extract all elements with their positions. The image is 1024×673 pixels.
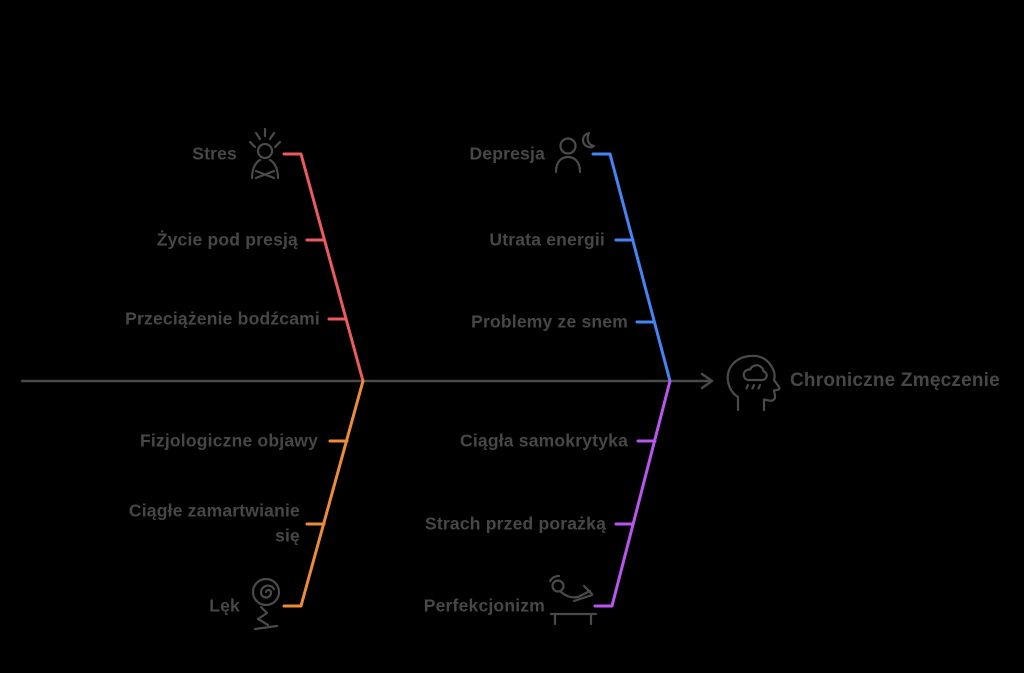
head-rain-cloud-icon: [726, 354, 781, 412]
person-desk-icon: [548, 574, 598, 626]
branch-top-right: [591, 152, 672, 383]
cause-lek: Lęk: [209, 595, 240, 616]
arrow-right-icon: [700, 372, 714, 390]
cause-problemy-ze-snem: Problemy ze snem: [471, 311, 628, 332]
effect-title: Chroniczne Zmęczenie: [790, 370, 1000, 392]
spine-line: [20, 372, 714, 390]
cause-fizjologiczne-objawy: Fizjologiczne objawy: [139, 430, 318, 451]
cause-przeciazenie-bodzcami: Przeciążenie bodźcami: [125, 308, 320, 329]
cause-utrata-energii: Utrata energii: [489, 229, 605, 250]
stressed-person-icon: [248, 127, 282, 180]
branch-top-left: [282, 152, 365, 383]
cause-ciagle-zamartwianie-sie: Ciągłe zamartwianie się: [128, 500, 300, 546]
anxious-face-icon: [251, 577, 281, 631]
cause-stres: Stres: [192, 143, 237, 164]
cause-perfekcjonizm: Perfekcjonizm: [423, 595, 545, 616]
cause-strach-przed-porazka: Strach przed porażką: [425, 513, 606, 534]
person-moon-icon: [554, 131, 596, 174]
cause-ciagla-samokrytyka: Ciągła samokrytyka: [460, 430, 628, 451]
cause-depresja: Depresja: [469, 143, 545, 164]
branch-bottom-right: [593, 379, 672, 608]
branch-bottom-left: [282, 379, 365, 608]
cause-zycie-pod-presja: Życie pod presją: [156, 229, 298, 250]
